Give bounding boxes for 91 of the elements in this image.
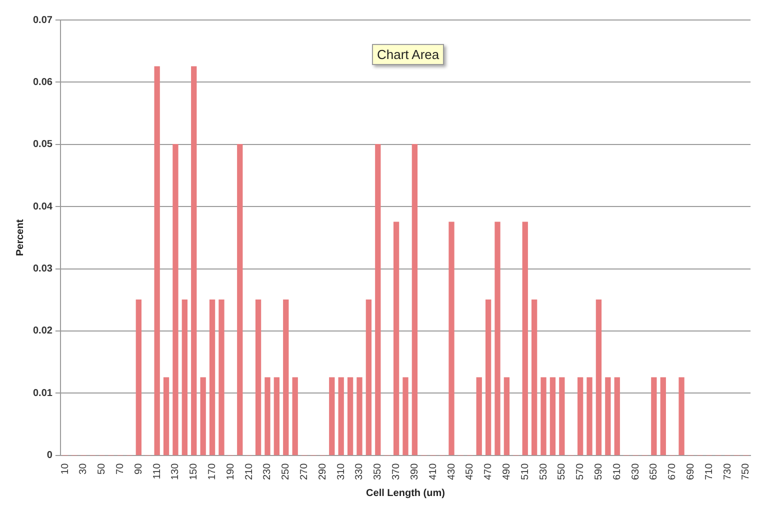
bar bbox=[347, 377, 354, 456]
bar bbox=[586, 377, 592, 456]
x-tick-label: 530 bbox=[538, 462, 550, 480]
bar bbox=[614, 377, 620, 456]
bar bbox=[660, 377, 666, 456]
bar bbox=[283, 300, 289, 456]
bar bbox=[678, 377, 684, 456]
x-tick-label: 10 bbox=[60, 462, 71, 474]
bar bbox=[136, 300, 142, 456]
bar bbox=[412, 144, 418, 456]
x-tick-label: 250 bbox=[280, 462, 292, 480]
x-tick-label: 110 bbox=[152, 462, 163, 480]
bar bbox=[494, 222, 500, 456]
y-tick-label: 0.02 bbox=[32, 326, 53, 337]
x-tick-label: 90 bbox=[133, 462, 144, 474]
y-tick-label: 0.07 bbox=[32, 14, 53, 26]
bar bbox=[504, 377, 510, 456]
bar bbox=[476, 377, 482, 456]
x-tick-label: 330 bbox=[354, 462, 366, 480]
y-tick-label: 0.01 bbox=[32, 388, 53, 399]
x-tick-label: 310 bbox=[336, 462, 347, 480]
x-tick-label: 50 bbox=[96, 462, 108, 474]
x-tick-label: 390 bbox=[409, 462, 420, 480]
bar bbox=[402, 377, 408, 456]
bar bbox=[274, 377, 280, 456]
x-tick-label: 470 bbox=[483, 462, 494, 480]
annotation: Chart Area bbox=[372, 44, 444, 65]
bar bbox=[292, 377, 298, 456]
bar bbox=[577, 377, 584, 456]
x-tick-label: 170 bbox=[207, 462, 218, 480]
bar bbox=[366, 300, 372, 456]
y-tick-label: 0 bbox=[46, 450, 53, 462]
bar bbox=[172, 144, 178, 456]
x-tick-label: 370 bbox=[391, 462, 402, 480]
bar bbox=[448, 222, 454, 456]
x-tick-label: 630 bbox=[630, 462, 642, 480]
y-axis-title: Percent bbox=[14, 218, 26, 256]
y-tick-label: 0.03 bbox=[32, 264, 53, 274]
bar bbox=[182, 300, 188, 456]
y-tick-label: 0.05 bbox=[32, 139, 53, 150]
bar bbox=[356, 377, 362, 456]
bar bbox=[264, 377, 270, 456]
bar bbox=[329, 377, 335, 456]
bar bbox=[375, 144, 381, 456]
x-tick-label: 710 bbox=[704, 462, 715, 480]
x-tick-label: 610 bbox=[612, 462, 623, 480]
bar bbox=[559, 377, 565, 456]
bar bbox=[338, 377, 344, 456]
x-tick-label: 230 bbox=[262, 462, 274, 480]
x-tick-label: 690 bbox=[685, 462, 696, 480]
bar bbox=[255, 300, 262, 456]
bar bbox=[531, 300, 538, 456]
bar bbox=[596, 300, 602, 456]
bar bbox=[237, 144, 243, 456]
x-tick-label: 510 bbox=[520, 462, 531, 480]
x-tick-label: 590 bbox=[593, 462, 604, 480]
bar bbox=[393, 222, 400, 456]
x-tick-label: 270 bbox=[299, 462, 310, 480]
bar bbox=[550, 377, 556, 456]
x-tick-label: 70 bbox=[115, 462, 126, 474]
bar bbox=[522, 222, 528, 456]
x-tick-label: 290 bbox=[317, 462, 328, 480]
bar bbox=[154, 66, 160, 456]
x-tick-label: 410 bbox=[428, 462, 439, 480]
bar bbox=[191, 66, 197, 456]
x-tick-label: 130 bbox=[170, 462, 182, 480]
x-tick-label: 650 bbox=[648, 462, 660, 480]
x-tick-label: 550 bbox=[556, 462, 568, 480]
x-tick-label: 730 bbox=[722, 462, 734, 480]
x-tick-label: 430 bbox=[446, 462, 458, 480]
y-tick-label: 0.04 bbox=[32, 201, 53, 212]
x-tick-label: 190 bbox=[225, 462, 236, 480]
bar bbox=[540, 377, 546, 456]
x-tick-label: 670 bbox=[667, 462, 678, 480]
bar bbox=[605, 377, 611, 456]
x-tick-label: 750 bbox=[740, 462, 752, 480]
bar bbox=[485, 300, 492, 456]
x-tick-label: 450 bbox=[464, 462, 476, 480]
bar bbox=[163, 377, 170, 456]
x-tick-label: 490 bbox=[501, 462, 512, 480]
x-tick-label: 30 bbox=[78, 462, 90, 474]
bar bbox=[218, 300, 224, 456]
x-tick-label: 150 bbox=[188, 462, 200, 480]
bar bbox=[651, 377, 657, 456]
y-tick-label: 0.06 bbox=[32, 76, 53, 88]
bar bbox=[200, 377, 206, 456]
x-tick-label: 570 bbox=[575, 462, 586, 480]
x-axis-title: Cell Length (um) bbox=[366, 488, 445, 499]
x-tick-label: 210 bbox=[244, 462, 255, 480]
x-tick-label: 350 bbox=[372, 462, 384, 480]
bar bbox=[209, 300, 216, 456]
